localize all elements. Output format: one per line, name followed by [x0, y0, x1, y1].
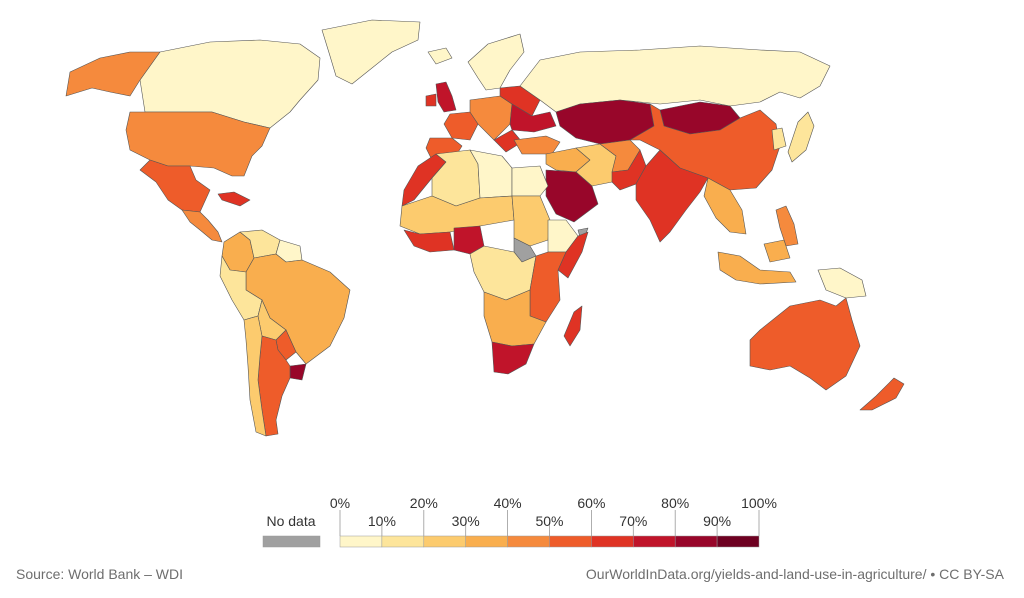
map-region-russia[interactable] — [519, 45, 831, 113]
legend-bottom-label: 70% — [619, 513, 647, 529]
map-region-mexico[interactable] — [139, 159, 211, 213]
map-region-png[interactable] — [817, 267, 867, 299]
legend-bin-7 — [633, 535, 676, 548]
legend-bottom-label: 30% — [452, 513, 480, 529]
legend-top-label: 80% — [661, 495, 689, 511]
map-region-iceland[interactable] — [427, 47, 453, 65]
map-region-scandinavia[interactable] — [467, 33, 525, 91]
legend-top-labels: 0% 20% 40% 60% 80% 100% — [330, 495, 777, 511]
legend-bin-6 — [591, 535, 634, 548]
map-region-india[interactable] — [635, 149, 709, 243]
map-region-alaska[interactable] — [65, 51, 161, 97]
source-note: Source: World Bank – WDI — [16, 566, 184, 582]
map-region-ukraine[interactable] — [509, 103, 557, 133]
legend-no-data-label: No data — [266, 513, 315, 529]
world-map — [65, 19, 905, 437]
legend-bin-4 — [507, 535, 550, 548]
legend-top-label: 100% — [741, 495, 777, 511]
legend-bin-9 — [716, 535, 760, 548]
map-region-ireland[interactable] — [425, 93, 437, 107]
map-region-korea[interactable] — [771, 127, 787, 151]
legend-ticks — [339, 510, 760, 536]
map-region-usa[interactable] — [125, 111, 271, 177]
map-region-madagascar[interactable] — [563, 305, 583, 347]
map-region-philippines[interactable] — [775, 205, 799, 247]
legend-bin-2 — [423, 535, 466, 548]
map-region-saudi-arabia[interactable] — [545, 169, 599, 223]
map-region-egypt[interactable] — [511, 165, 549, 197]
legend-bin-8 — [674, 535, 718, 548]
map-region-southeast-asia[interactable] — [703, 177, 747, 235]
legend-no-data-swatch — [262, 535, 321, 548]
map-region-greenland[interactable] — [321, 19, 421, 85]
map-region-southern-africa[interactable] — [483, 289, 547, 347]
map-region-south-africa[interactable] — [491, 341, 535, 375]
legend-top-label: 40% — [494, 495, 522, 511]
map-region-east-africa[interactable] — [529, 251, 567, 323]
map-region-cuba[interactable] — [217, 191, 251, 207]
map-region-sudan[interactable] — [511, 195, 551, 247]
legend-top-label: 0% — [330, 495, 350, 511]
legend-bin-3 — [465, 535, 508, 548]
map-region-indonesia[interactable] — [717, 239, 797, 285]
legend-bottom-label: 50% — [535, 513, 563, 529]
legend-bottom-label: 10% — [368, 513, 396, 529]
map-region-turkey[interactable] — [513, 135, 561, 155]
legend-top-label: 20% — [410, 495, 438, 511]
legend-color-scale — [339, 535, 760, 548]
legend-top-label: 60% — [577, 495, 605, 511]
legend-bottom-label: 90% — [703, 513, 731, 529]
map-region-west-coast[interactable] — [403, 229, 455, 253]
map-legend: No data 0% 20% 40% 60% 80% 100% 10% 30% 50% 70% 9… — [262, 495, 777, 548]
credit-link[interactable]: OurWorldInData.org/yields-and-land-use-i… — [585, 566, 1004, 582]
legend-bottom-labels: 10% 30% 50% 70% 90% — [368, 513, 731, 529]
map-region-china[interactable] — [629, 103, 781, 191]
map-region-central-america[interactable] — [181, 209, 223, 243]
legend-bin-0 — [339, 535, 383, 548]
map-region-australia[interactable] — [749, 297, 861, 391]
map-region-uk[interactable] — [435, 81, 457, 113]
legend-bin-5 — [549, 535, 592, 548]
map-region-uruguay[interactable] — [289, 363, 307, 381]
map-region-new-zealand[interactable] — [859, 377, 905, 411]
map-region-chile[interactable] — [243, 315, 267, 437]
map-region-japan[interactable] — [787, 111, 815, 163]
legend-bin-1 — [381, 535, 425, 548]
